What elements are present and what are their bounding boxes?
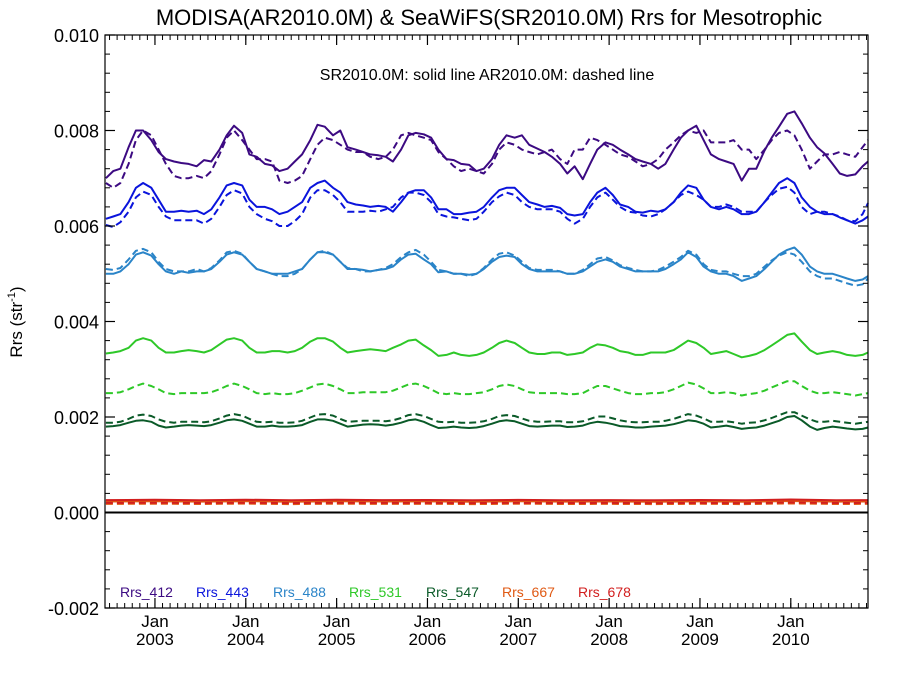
x-tick-label-month: Jan	[141, 612, 168, 631]
series-line-rrs-547-solid	[105, 415, 869, 431]
y-axis-label-tail: )	[7, 286, 26, 292]
y-tick-label: 0.010	[54, 26, 99, 46]
plot-frame	[104, 34, 869, 609]
y-tick-label: 0.008	[54, 122, 99, 142]
series-line-rrs-678-solid	[105, 498, 869, 502]
series-line-rrs-488-dashed	[105, 247, 869, 287]
y-axis-label-sup: -1	[6, 292, 18, 302]
series-line-rrs-531-solid	[105, 332, 869, 359]
x-tick-label-year: 2007	[499, 630, 537, 649]
x-tick-label-year: 2004	[227, 630, 265, 649]
legend-item-rrs-412: Rrs_412	[120, 584, 173, 600]
series-line-rrs-412-solid	[105, 110, 869, 182]
x-tick-label-year: 2008	[590, 630, 628, 649]
series-line-rrs-547-dashed	[105, 411, 869, 425]
y-tick-label: -0.002	[48, 599, 99, 619]
series-line-rrs-531-dashed	[105, 380, 869, 397]
x-tick-label-year: 2005	[318, 630, 356, 649]
x-tick-label-month: Jan	[686, 612, 713, 631]
x-axis: Jan2003Jan2004Jan2005Jan2006Jan2007Jan20…	[109, 35, 867, 649]
plot-lines	[105, 110, 869, 506]
x-tick-label-month: Jan	[505, 612, 532, 631]
x-tick-label-year: 2006	[409, 630, 447, 649]
y-tick-label: 0.000	[54, 504, 99, 524]
y-tick-label: 0.004	[54, 313, 99, 333]
x-tick-label-month: Jan	[323, 612, 350, 631]
series-line-rrs-488-solid	[105, 246, 869, 282]
y-tick-label: 0.002	[54, 408, 99, 428]
series-line-rrs-667-solid	[105, 500, 869, 503]
y-axis: -0.002 0.000 0.002 0.004 0.006 0.008 0.010	[48, 26, 868, 619]
x-tick-label-month: Jan	[777, 612, 804, 631]
chart-title: MODISA(AR2010.0M) & SeaWiFS(SR2010.0M) R…	[156, 5, 822, 30]
x-tick-label-month: Jan	[232, 612, 259, 631]
series-line-rrs-678-dashed	[105, 501, 869, 505]
series-line-rrs-443-solid	[105, 177, 869, 225]
x-tick-label-year: 2009	[681, 630, 719, 649]
y-axis-label: Rrs (str-1)	[6, 286, 26, 357]
x-tick-label-year: 2003	[136, 630, 174, 649]
legend-item-rrs-667: Rrs_667	[502, 584, 555, 600]
legend-item-rrs-488: Rrs_488	[273, 584, 326, 600]
x-tick-label-month: Jan	[595, 612, 622, 631]
legend-item-rrs-678: Rrs_678	[578, 584, 631, 600]
series-line-rrs-443-dashed	[105, 185, 869, 228]
x-tick-label-month: Jan	[414, 612, 441, 631]
line-style-annotation: SR2010.0M: solid line AR2010.0M: dashed …	[320, 67, 655, 84]
y-tick-label: 0.006	[54, 217, 99, 237]
series-line-rrs-412-dashed	[105, 129, 869, 189]
y-axis-label-main: Rrs (str	[7, 302, 26, 358]
legend-item-rrs-443: Rrs_443	[196, 584, 249, 600]
legend: Rrs_412 Rrs_443 Rrs_488 Rrs_531 Rrs_547 Rrs_6…	[120, 584, 631, 600]
legend-item-rrs-531: Rrs_531	[349, 584, 402, 600]
legend-item-rrs-547: Rrs_547	[426, 584, 479, 600]
x-tick-label-year: 2010	[772, 630, 810, 649]
